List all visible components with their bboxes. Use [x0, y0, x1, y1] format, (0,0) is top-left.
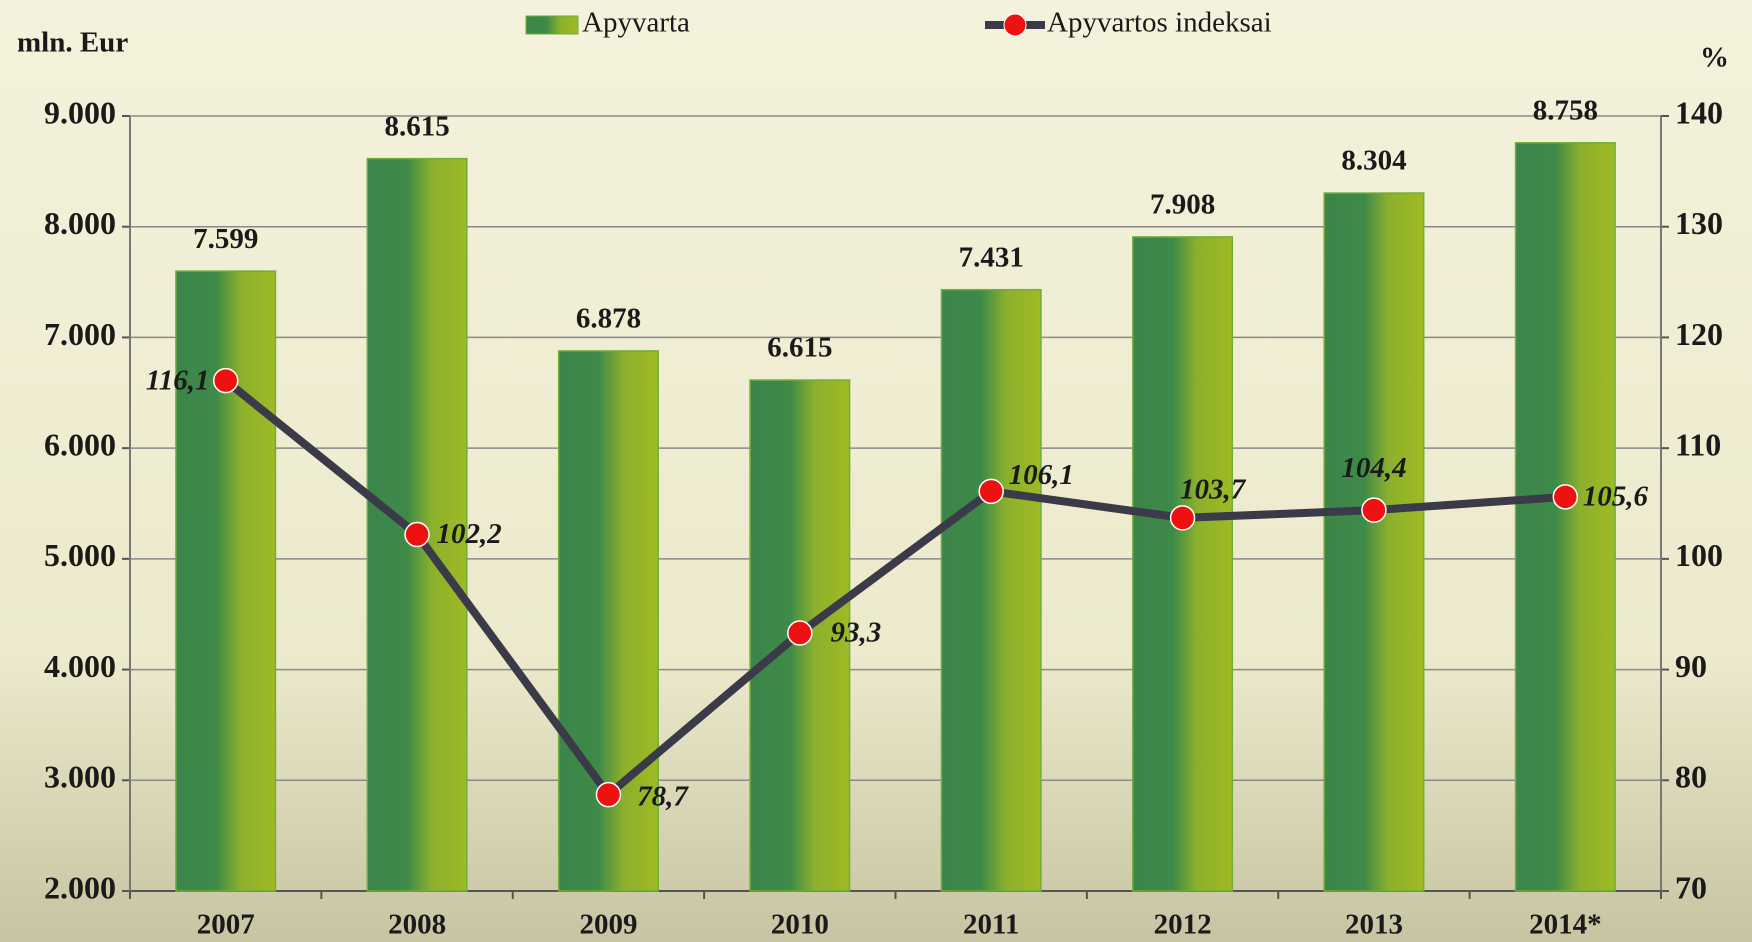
value-label: 103,7 — [1180, 474, 1247, 506]
value-label: 7.431 — [959, 241, 1024, 273]
y-tick-label: 7.000 — [44, 316, 116, 352]
y2-tick-label: 110 — [1675, 426, 1721, 462]
y2-axis-label: % — [1700, 42, 1729, 74]
y2-tick-label: 90 — [1675, 648, 1707, 684]
x-tick-label: 2014* — [1529, 909, 1602, 941]
x-tick-label: 2008 — [388, 909, 446, 941]
legend-swatch — [525, 15, 579, 35]
y-tick-label: 8.000 — [44, 205, 116, 241]
bar — [1323, 192, 1425, 892]
x-tick-label: 2010 — [771, 909, 829, 941]
value-label: 93,3 — [830, 617, 881, 649]
legend-label: Apyvartos indeksai — [1047, 7, 1272, 39]
marker — [404, 521, 430, 548]
y-tick-label: 9.000 — [44, 94, 116, 130]
x-tick-label: 2012 — [1154, 909, 1212, 941]
y-axis-label: mln. Eur — [17, 27, 128, 59]
y-tick-label: 2.000 — [44, 869, 116, 905]
y-tick-label: 3.000 — [44, 759, 116, 795]
line — [223, 377, 1566, 799]
y-tick-label: 5.000 — [44, 537, 116, 573]
y-tick-label: 6.000 — [44, 426, 116, 462]
legend-marker — [1003, 13, 1027, 37]
y2-tick-label: 140 — [1675, 94, 1723, 130]
value-label: 7.908 — [1150, 189, 1215, 221]
y-tick-label: 4.000 — [44, 648, 116, 684]
value-label: 106,1 — [1009, 459, 1074, 491]
value-label: 116,1 — [146, 364, 210, 396]
value-label: 78,7 — [637, 780, 689, 812]
y2-tick-label: 130 — [1675, 205, 1723, 241]
value-label: 8.758 — [1533, 94, 1598, 126]
x-tick-label: 2009 — [579, 909, 637, 941]
marker — [978, 478, 1004, 505]
value-label: 6.615 — [767, 332, 832, 364]
y2-tick-label: 70 — [1675, 869, 1707, 905]
marker — [1552, 484, 1579, 510]
legend-label: Apyvarta — [582, 7, 690, 39]
y2-tick-label: 100 — [1675, 537, 1723, 573]
value-label: 8.304 — [1341, 145, 1406, 177]
bar — [940, 288, 1042, 892]
value-label: 104,4 — [1341, 452, 1406, 484]
x-tick-label: 2007 — [197, 909, 255, 941]
x-tick-label: 2013 — [1345, 909, 1403, 941]
marker — [595, 781, 622, 808]
bar — [1132, 236, 1234, 892]
y2-tick-label: 120 — [1675, 316, 1723, 352]
value-label: 7.599 — [193, 223, 258, 255]
x-tick-label: 2011 — [963, 909, 1019, 941]
marker — [787, 620, 813, 646]
marker — [1169, 505, 1196, 531]
value-label: 6.878 — [576, 303, 641, 335]
marker — [1361, 497, 1387, 523]
value-label: 105,6 — [1583, 481, 1649, 513]
value-label: 102,2 — [436, 518, 501, 550]
y2-tick-label: 80 — [1675, 759, 1707, 795]
marker — [212, 367, 239, 394]
bar — [1514, 142, 1616, 892]
value-label: 8.615 — [384, 110, 449, 142]
